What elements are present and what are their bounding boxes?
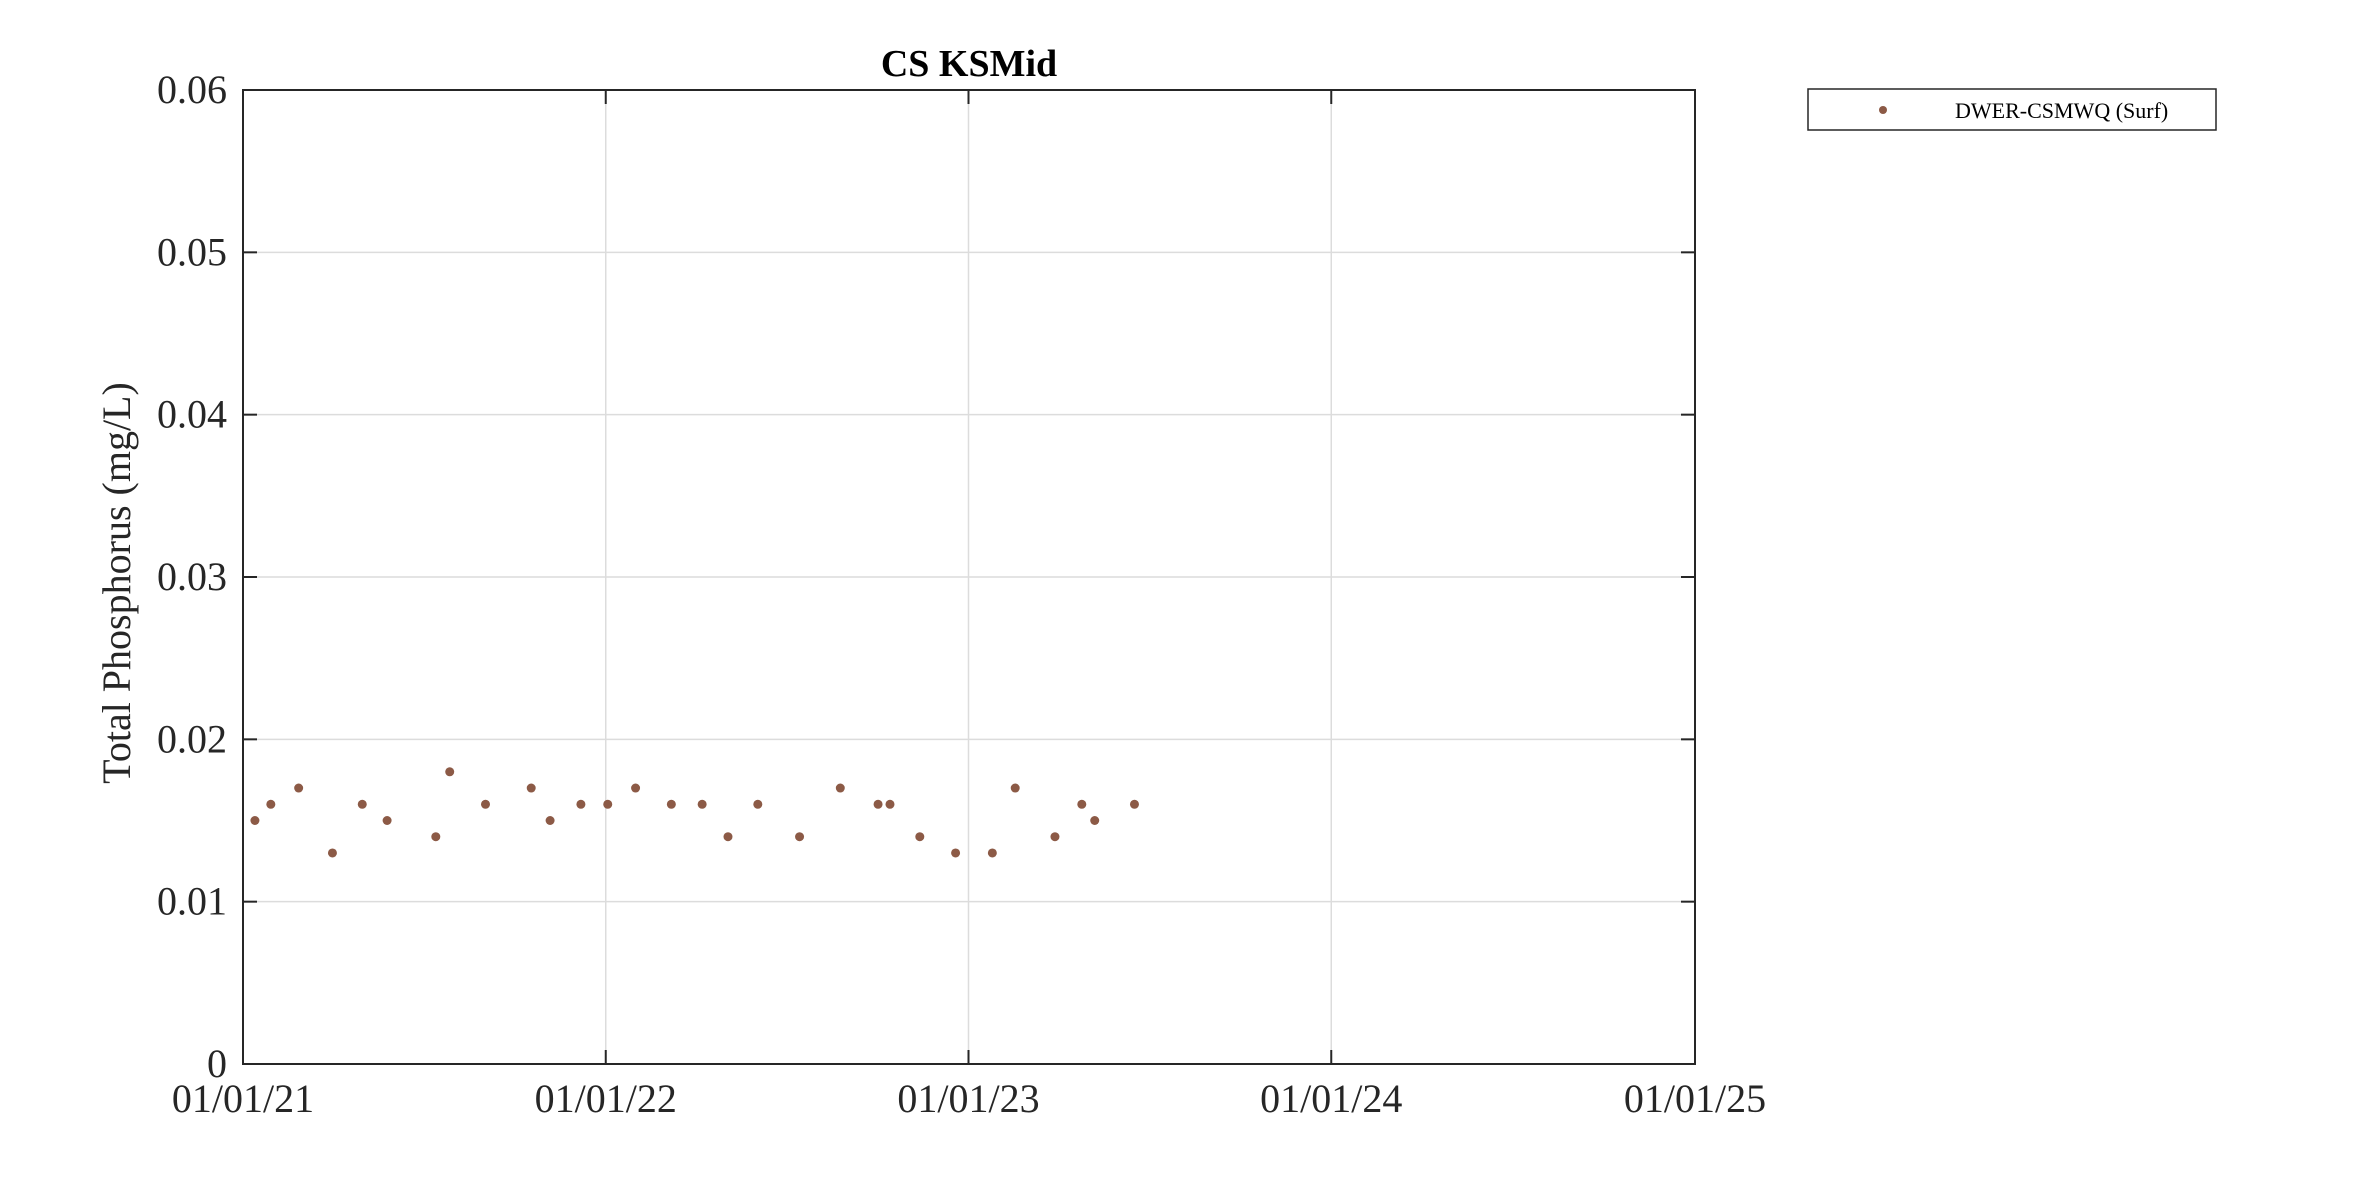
data-point bbox=[697, 799, 707, 809]
y-tick-label: 0.03 bbox=[157, 554, 227, 599]
data-point bbox=[480, 799, 490, 809]
data-point bbox=[382, 816, 392, 825]
x-tick-label: 01/01/25 bbox=[1624, 1076, 1766, 1121]
data-point bbox=[357, 799, 367, 809]
data-point bbox=[915, 832, 925, 842]
data-point bbox=[885, 799, 895, 809]
data-point bbox=[603, 799, 613, 809]
data-point bbox=[987, 848, 997, 858]
data-point bbox=[631, 783, 641, 793]
data-point bbox=[1050, 832, 1060, 842]
data-point bbox=[576, 799, 586, 809]
legend-box bbox=[1807, 88, 2217, 131]
x-tick-label: 01/01/21 bbox=[172, 1076, 314, 1121]
tick-marks bbox=[243, 89, 1695, 1065]
y-tick-label: 0.06 bbox=[157, 67, 227, 112]
y-axis-label: Total Phosphorus (mg/L) bbox=[94, 382, 139, 784]
data-point bbox=[873, 799, 883, 809]
legend-label: DWER-CSMWQ (Surf) bbox=[1955, 98, 2168, 123]
data-point bbox=[666, 799, 676, 809]
y-tick-label: 0.04 bbox=[157, 392, 227, 437]
data-point bbox=[250, 816, 260, 825]
data-point bbox=[266, 799, 276, 809]
y-tick-label: 0.05 bbox=[157, 229, 227, 274]
x-tick-label: 01/01/23 bbox=[897, 1076, 1039, 1121]
legend-marker bbox=[1879, 106, 1887, 114]
data-point bbox=[951, 848, 961, 858]
y-tick-label: 0.02 bbox=[157, 716, 227, 761]
legend: DWER-CSMWQ (Surf) bbox=[1807, 88, 2217, 131]
data-point bbox=[1010, 783, 1020, 793]
y-tick-label: 0.01 bbox=[157, 879, 227, 924]
data-point bbox=[327, 848, 337, 858]
data-point bbox=[795, 832, 805, 842]
y-tick-labels: 0 0.01 0.02 0.03 0.04 0.05 0.06 bbox=[157, 67, 227, 1086]
grid-lines bbox=[243, 90, 1695, 1064]
data-point bbox=[445, 767, 455, 777]
x-tick-labels: 01/01/21 01/01/22 01/01/23 01/01/24 01/01/25 bbox=[172, 1076, 1766, 1121]
data-points bbox=[250, 767, 1139, 858]
data-point bbox=[1077, 799, 1087, 809]
data-point bbox=[545, 816, 555, 825]
data-point bbox=[431, 832, 441, 842]
data-point bbox=[723, 832, 733, 842]
chart-title: CS KSMid bbox=[881, 43, 1057, 85]
data-point bbox=[835, 783, 845, 793]
data-point bbox=[294, 783, 304, 793]
y-tick-label: 0 bbox=[207, 1041, 227, 1086]
data-point bbox=[1129, 799, 1139, 809]
data-point bbox=[753, 799, 763, 809]
data-point bbox=[1090, 816, 1100, 825]
x-tick-label: 01/01/24 bbox=[1260, 1076, 1402, 1121]
x-tick-label: 01/01/22 bbox=[535, 1076, 677, 1121]
data-point bbox=[526, 783, 536, 793]
